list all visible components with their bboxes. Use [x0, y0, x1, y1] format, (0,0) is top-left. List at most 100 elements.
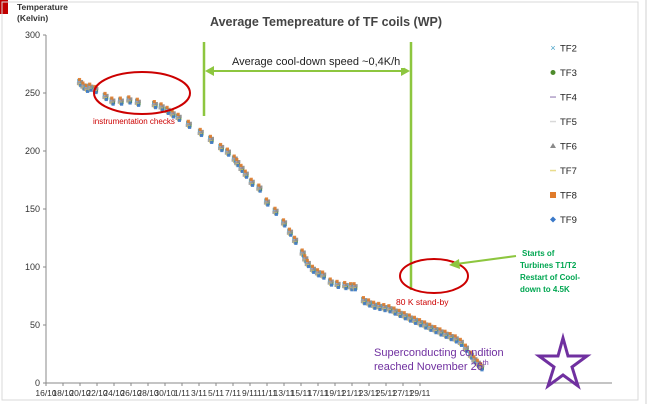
data-point — [330, 279, 334, 283]
data-point — [383, 309, 387, 313]
data-point — [403, 317, 408, 321]
x-tick-label: 25/11 — [376, 388, 397, 398]
turbines-label-line1: Starts of — [522, 249, 555, 258]
data-point — [236, 164, 240, 168]
data-point — [227, 153, 231, 157]
data-point — [393, 312, 397, 316]
data-point — [244, 175, 249, 179]
data-point — [435, 327, 439, 331]
data-point — [397, 308, 401, 312]
data-point — [283, 224, 287, 228]
legend-marker-circle-icon — [550, 70, 556, 75]
data-point — [154, 106, 158, 110]
data-point — [250, 183, 255, 187]
speed-arrow-left-head — [205, 66, 214, 76]
supercond-label-sup: th — [483, 360, 489, 367]
legend-marker-diamond-icon — [550, 216, 556, 223]
supercond-label-main: reached November 26 — [374, 361, 483, 373]
data-point — [118, 96, 122, 100]
legend-label: TF4 — [560, 93, 577, 104]
data-point — [177, 118, 181, 122]
x-tick-label: 7/11 — [225, 388, 241, 398]
data-point — [472, 355, 476, 359]
data-point — [188, 125, 192, 129]
data-point — [465, 349, 469, 353]
data-point — [429, 328, 433, 332]
data-point — [310, 264, 314, 268]
data-point — [350, 288, 354, 292]
data-point — [361, 296, 365, 300]
supercond-label-line2: reached November 26th — [374, 360, 489, 373]
y-tick-label: 300 — [25, 30, 40, 40]
data-point — [414, 317, 418, 321]
data-point — [259, 185, 263, 189]
data-point — [377, 301, 381, 306]
data-point — [307, 260, 311, 265]
data-point — [307, 264, 311, 269]
data-point — [219, 142, 223, 147]
x-tick-label: 1/11 — [174, 388, 190, 398]
x-tick-label: 30/10 — [154, 388, 176, 398]
data-point — [305, 258, 309, 263]
data-point — [232, 154, 236, 158]
data-point — [287, 227, 292, 231]
legend-label: TF3 — [560, 68, 577, 79]
x-tick-label: 20/10 — [69, 388, 91, 398]
data-point — [336, 285, 340, 289]
data-point — [321, 270, 325, 274]
data-point — [77, 77, 82, 82]
turbines-arrow-line — [455, 255, 517, 265]
legend-label: TF8 — [560, 191, 577, 202]
data-point — [240, 169, 244, 173]
data-point — [384, 305, 388, 309]
data-point — [88, 82, 92, 86]
legend-marker-dash-icon — [550, 120, 556, 123]
legend-label: TF5 — [560, 117, 577, 128]
corner-marker — [0, 0, 8, 14]
data-point — [378, 307, 382, 312]
data-point — [470, 352, 475, 356]
data-point — [241, 165, 245, 169]
speed-arrow-right-head — [401, 66, 410, 76]
x-tick-label: 21/11 — [342, 388, 363, 398]
data-point — [382, 303, 386, 307]
x-tick-label: 19/11 — [325, 388, 346, 398]
data-point — [424, 326, 428, 330]
data-point — [379, 303, 383, 308]
data-point — [409, 319, 413, 323]
data-point — [363, 302, 367, 306]
data-point — [354, 284, 358, 288]
y-axis-label-line1: Temperature — [17, 2, 68, 12]
turbines-label-line4: down to 4.5K — [520, 285, 570, 294]
data-point — [460, 339, 464, 343]
data-point — [160, 108, 164, 112]
y-axis-label-line2: (Kelvin) — [17, 13, 48, 23]
data-point — [273, 206, 277, 210]
x-tick-label: 28/10 — [137, 388, 159, 398]
data-point — [419, 324, 423, 328]
data-point — [178, 114, 182, 118]
data-point — [468, 350, 473, 354]
data-point — [322, 276, 326, 280]
data-point — [86, 89, 90, 93]
data-point — [373, 306, 377, 310]
y-tick-label: 100 — [25, 262, 40, 272]
data-point — [111, 102, 115, 106]
data-point — [430, 324, 434, 328]
legend-label: TF2 — [560, 44, 577, 55]
x-tick-label: 16/10 — [35, 388, 57, 398]
data-point — [366, 298, 371, 302]
data-point — [398, 314, 402, 318]
data-point — [172, 111, 176, 115]
y-tick-label: 50 — [30, 320, 40, 330]
data-point — [387, 304, 391, 308]
data-point — [166, 111, 170, 115]
data-point — [105, 93, 109, 98]
data-point — [454, 340, 459, 344]
data-point — [434, 331, 438, 335]
data-point — [198, 127, 202, 132]
data-point — [103, 91, 107, 96]
data-point — [165, 105, 169, 109]
x-tick-label: 17/11 — [308, 388, 329, 398]
